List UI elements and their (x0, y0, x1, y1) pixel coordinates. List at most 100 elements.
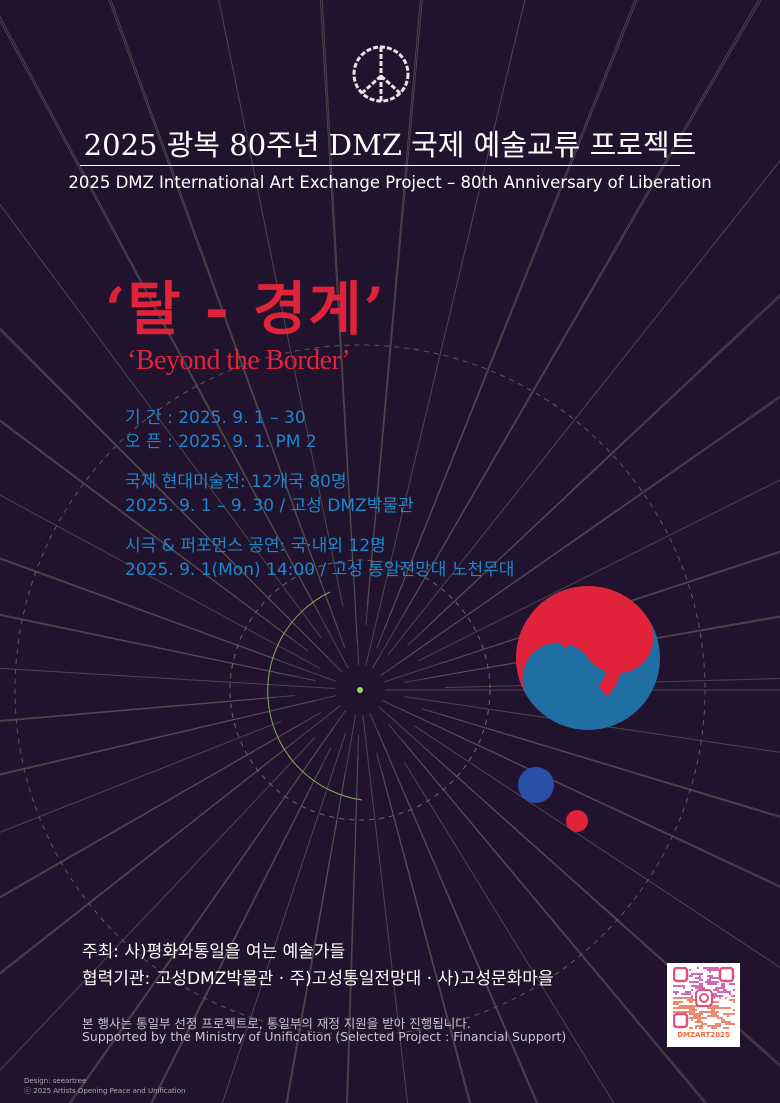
qr-module (710, 975, 713, 977)
opening-text: 오 픈 : 2025. 9. 1. PM 2 (125, 432, 317, 452)
qr-module (710, 969, 713, 971)
taegeuk-symbol (516, 586, 660, 730)
qr-module (714, 989, 717, 991)
qr-module (716, 1015, 719, 1017)
qr-module (714, 987, 717, 989)
qr-module (696, 967, 699, 969)
qr-module (714, 967, 717, 969)
qr-module (672, 997, 675, 999)
qr-module (726, 991, 729, 993)
qr-module (720, 985, 723, 987)
qr-module (706, 967, 709, 969)
qr-module (722, 991, 725, 993)
qr-module (706, 979, 709, 981)
qr-module (696, 1017, 699, 1019)
qr-module (722, 989, 725, 991)
qr-module (730, 999, 733, 1001)
qr-module (712, 977, 715, 979)
qr-module (682, 997, 685, 999)
qr-module (680, 1005, 683, 1007)
qr-module (686, 1005, 689, 1007)
qr-module (692, 981, 695, 983)
qr-module (692, 1013, 695, 1015)
qr-module (722, 987, 725, 989)
qr-module (728, 991, 731, 993)
qr-module (714, 995, 717, 997)
exhibition-title-english: ‘Beyond the Border’ (127, 345, 351, 376)
qr-module (710, 1009, 713, 1011)
qr-module (686, 1007, 689, 1009)
qr-module (690, 1013, 693, 1015)
radial-line (0, 699, 317, 776)
qr-module (676, 997, 679, 999)
qr-module (716, 977, 719, 979)
qr-module (724, 1013, 727, 1015)
qr-module (714, 1005, 717, 1007)
qr-module (692, 999, 695, 1001)
radial-line (372, 0, 759, 669)
qr-module (690, 1017, 693, 1019)
qr-module (728, 1021, 731, 1023)
qr-module (712, 1027, 715, 1029)
qr-module (720, 995, 723, 997)
qr-module (714, 993, 717, 995)
qr-module (696, 985, 699, 987)
qr-module (698, 979, 701, 981)
qr-module (716, 1023, 719, 1025)
radial-line (396, 395, 780, 665)
qr-module (720, 983, 723, 985)
qr-module (714, 1025, 717, 1027)
dashed-orbit (229, 559, 491, 821)
qr-module (706, 983, 709, 985)
qr-module (716, 995, 719, 997)
qr-module (700, 1027, 703, 1029)
qr-module (700, 1021, 703, 1023)
qr-module (674, 1007, 677, 1009)
qr-module (724, 1027, 727, 1029)
radial-line (0, 494, 321, 670)
qr-module (698, 975, 701, 977)
qr-module (694, 985, 697, 987)
instagram-qr-code[interactable]: DMZART2025 (667, 963, 740, 1047)
radial-line (417, 479, 780, 662)
qr-module (696, 1015, 699, 1017)
qr-module (720, 1021, 723, 1023)
qr-module (718, 995, 721, 997)
qr-module (698, 1025, 701, 1027)
qr-module (712, 969, 715, 971)
qr-module (692, 1007, 695, 1009)
qr-module (690, 975, 693, 977)
qr-module (700, 983, 703, 985)
qr-module (702, 987, 705, 989)
qr-module (710, 1011, 713, 1013)
qr-module (674, 993, 677, 995)
qr-module (680, 1011, 683, 1013)
qr-module (690, 1009, 693, 1011)
qr-module (698, 983, 701, 985)
radial-line (108, 0, 339, 630)
qr-module (702, 1011, 705, 1013)
qr-module (702, 1017, 705, 1019)
qr-module (730, 983, 733, 985)
copyright: ⓒ 2025 Artists Opening Peace and Unifica… (24, 1087, 186, 1095)
qr-module (712, 997, 715, 999)
qr-module (676, 1001, 679, 1003)
exhibition-block: 국제 현대미술전: 12개국 80명 2025. 9. 1 – 9. 30 / … (125, 470, 414, 518)
qr-module (714, 977, 717, 979)
radial-line (402, 0, 762, 617)
qr-module (684, 1011, 687, 1013)
qr-module (704, 981, 707, 983)
qr-module (696, 981, 699, 983)
qr-module (698, 1017, 701, 1019)
qr-module (732, 989, 735, 991)
qr-module (682, 993, 685, 995)
qr-module (694, 981, 697, 983)
qr-module (726, 1015, 729, 1017)
qr-module (708, 969, 711, 971)
support-korean: 본 행사는 통일부 선정 프로젝트로, 통일부의 재정 지원을 받아 진행됩니다… (82, 1016, 471, 1031)
qr-module (716, 1017, 719, 1019)
qr-module (690, 1027, 693, 1029)
qr-module (694, 1009, 697, 1011)
qr-module (714, 1011, 717, 1013)
